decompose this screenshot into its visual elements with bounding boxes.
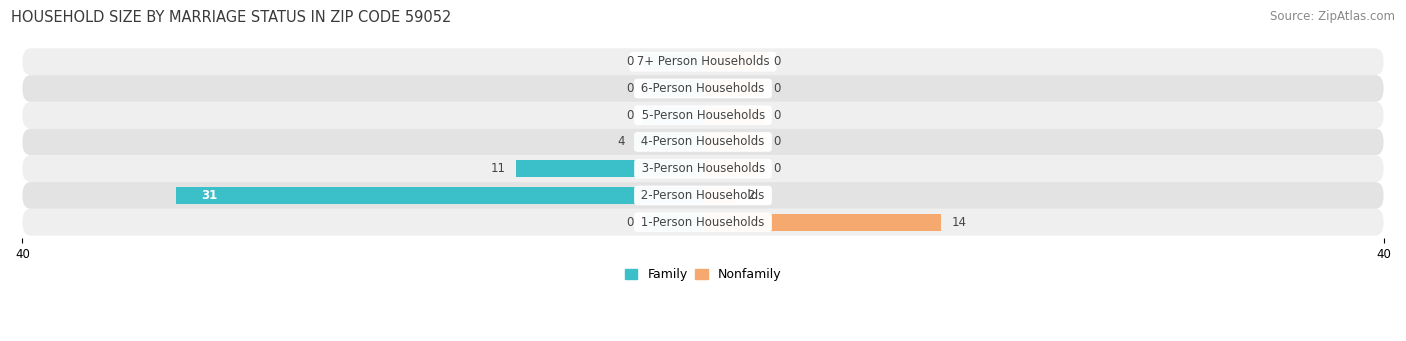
Text: 3-Person Households: 3-Person Households xyxy=(637,162,769,175)
FancyBboxPatch shape xyxy=(22,182,1384,209)
Text: HOUSEHOLD SIZE BY MARRIAGE STATUS IN ZIP CODE 59052: HOUSEHOLD SIZE BY MARRIAGE STATUS IN ZIP… xyxy=(11,10,451,25)
FancyBboxPatch shape xyxy=(22,129,1384,155)
FancyBboxPatch shape xyxy=(22,48,1384,75)
Bar xyxy=(644,107,703,123)
Bar xyxy=(644,80,703,97)
Bar xyxy=(703,107,762,123)
FancyBboxPatch shape xyxy=(22,209,1384,236)
Bar xyxy=(703,214,941,231)
Text: 5-Person Households: 5-Person Households xyxy=(637,109,769,122)
Bar xyxy=(176,187,703,204)
Text: Source: ZipAtlas.com: Source: ZipAtlas.com xyxy=(1270,10,1395,23)
Text: 0: 0 xyxy=(626,109,633,122)
Text: 0: 0 xyxy=(773,82,780,95)
Bar xyxy=(644,54,703,70)
Legend: Family, Nonfamily: Family, Nonfamily xyxy=(620,263,786,286)
Bar xyxy=(516,160,703,177)
Text: 2: 2 xyxy=(747,189,755,202)
Text: 14: 14 xyxy=(952,216,966,229)
Bar xyxy=(636,134,703,150)
Bar xyxy=(703,54,762,70)
Text: 31: 31 xyxy=(201,189,218,202)
Bar xyxy=(703,134,762,150)
Text: 11: 11 xyxy=(491,162,506,175)
Text: 0: 0 xyxy=(626,216,633,229)
Text: 0: 0 xyxy=(773,135,780,148)
Text: 0: 0 xyxy=(773,55,780,68)
Text: 0: 0 xyxy=(773,162,780,175)
Text: 7+ Person Households: 7+ Person Households xyxy=(633,55,773,68)
Text: 4: 4 xyxy=(617,135,624,148)
Bar xyxy=(644,214,703,231)
Text: 0: 0 xyxy=(626,82,633,95)
Text: 1-Person Households: 1-Person Households xyxy=(637,216,769,229)
FancyBboxPatch shape xyxy=(22,155,1384,182)
Bar xyxy=(703,160,762,177)
Text: 0: 0 xyxy=(626,55,633,68)
Bar xyxy=(703,80,762,97)
Text: 0: 0 xyxy=(773,109,780,122)
Text: 2-Person Households: 2-Person Households xyxy=(637,189,769,202)
Text: 6-Person Households: 6-Person Households xyxy=(637,82,769,95)
FancyBboxPatch shape xyxy=(22,75,1384,102)
FancyBboxPatch shape xyxy=(22,102,1384,129)
Text: 4-Person Households: 4-Person Households xyxy=(637,135,769,148)
Bar xyxy=(703,187,737,204)
